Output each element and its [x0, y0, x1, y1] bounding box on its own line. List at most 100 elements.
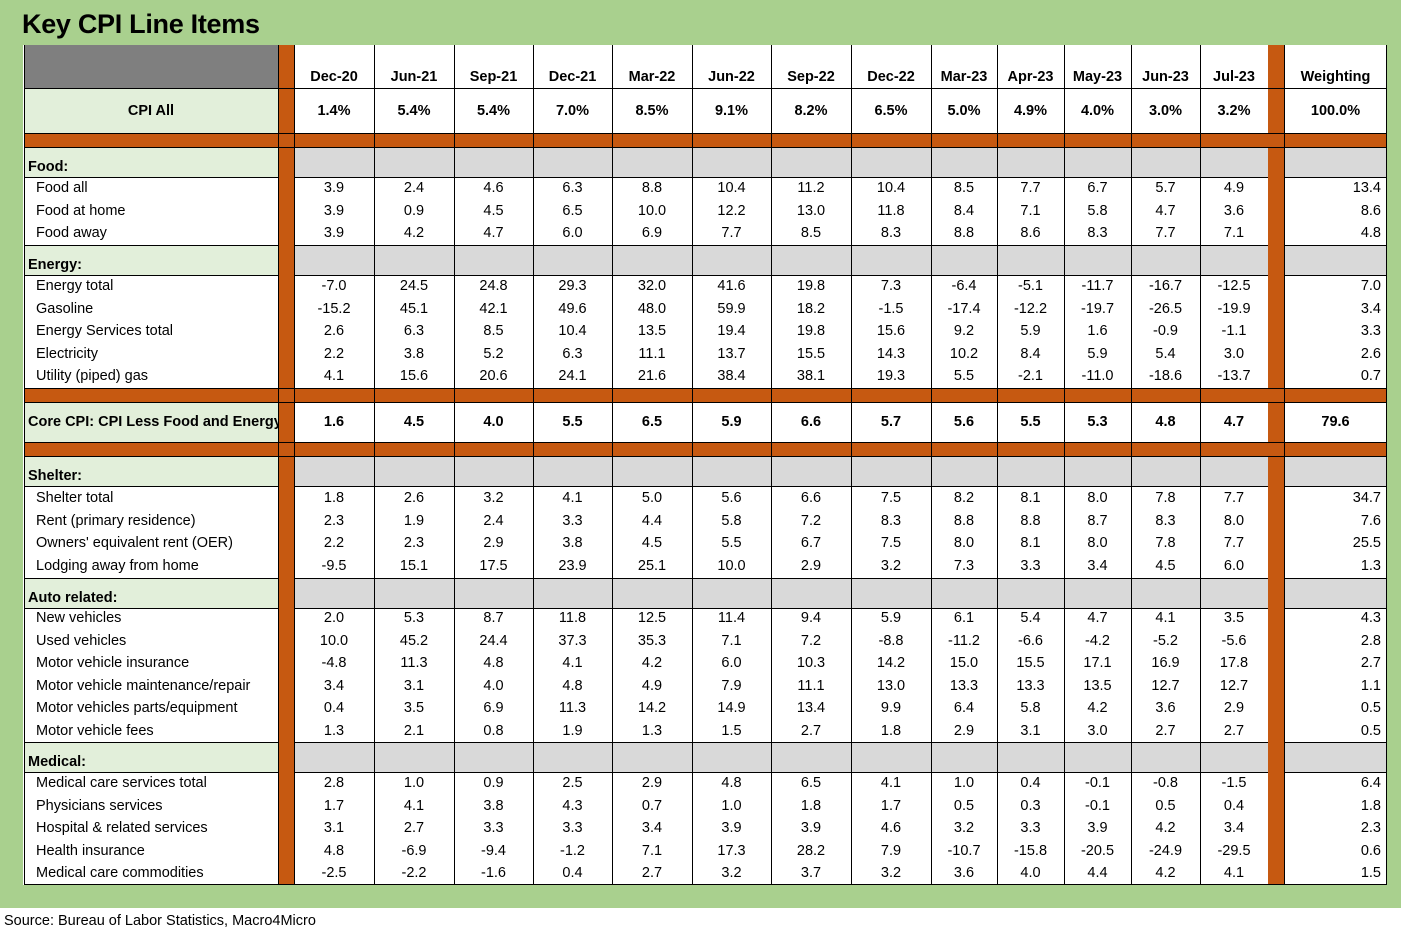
table-cell: 1.0 [403, 775, 425, 791]
table-cell: 5.0 [641, 490, 663, 506]
table-cell: -0.9 [1153, 323, 1178, 340]
table-cell: 5.7 [1155, 180, 1176, 196]
weight-cell: 2.3 [1360, 820, 1381, 837]
row-label: Energy total [36, 278, 114, 294]
table-cell: 4.6 [483, 180, 504, 196]
table-cell: 3.2 [880, 865, 902, 882]
table-cell: 6.6 [800, 490, 822, 506]
table-cell: -6.6 [1018, 632, 1043, 649]
row-label: Motor vehicle fees [36, 723, 154, 739]
table-cell: 1.7 [880, 797, 902, 814]
section-gray-band [294, 147, 1268, 177]
table-cell: 1.9 [403, 512, 425, 529]
grid-line [454, 45, 455, 885]
table-cell: -29.5 [1217, 842, 1251, 859]
cpi-all-value: 7.0% [555, 103, 590, 119]
table-cell: 5.8 [721, 512, 742, 529]
table-cell: 8.0 [953, 535, 975, 552]
table-cell: 42.1 [479, 300, 508, 317]
row-label: Medical care services total [36, 775, 207, 791]
table-cell: 8.1 [1020, 490, 1041, 506]
row-label: Lodging away from home [36, 557, 199, 574]
table-cell: 9.2 [953, 323, 975, 340]
table-cell: 45.1 [399, 300, 429, 317]
grid-line [1386, 45, 1387, 885]
table-cell: 19.8 [796, 278, 826, 294]
cpi-all-value: 8.5% [635, 103, 669, 119]
table-cell: 4.8 [562, 677, 583, 694]
section-label: Shelter: [28, 468, 82, 484]
weight-cell: 4.8 [1360, 225, 1381, 242]
section-gray-band [294, 456, 1268, 486]
table-cell: 4.5 [641, 535, 663, 552]
table-cell: 10.0 [717, 557, 746, 574]
table-cell: 5.4 [1155, 345, 1176, 362]
table-cell: -20.5 [1080, 842, 1115, 859]
table-cell: 5.5 [953, 368, 975, 385]
table-cell: -2.2 [401, 865, 427, 882]
row-label: Owners' equivalent rent (OER) [36, 535, 233, 552]
grid-line [997, 45, 998, 885]
table-cell: 4.2 [641, 655, 663, 672]
row-label: Shelter total [36, 490, 114, 506]
grid-line [24, 88, 1387, 89]
weight-cell: 7.0 [1360, 278, 1381, 294]
table-cell: 4.5 [483, 202, 504, 219]
source-note: Source: Bureau of Labor Statistics, Macr… [4, 913, 316, 929]
cpi-all-value: 3.2% [1217, 103, 1251, 119]
table-cell: 3.6 [1223, 202, 1245, 219]
table-cell: 8.3 [880, 225, 902, 242]
weight-cell: 1.1 [1360, 677, 1381, 694]
table-cell: 5.8 [1020, 700, 1041, 717]
table-cell: 4.6 [880, 820, 902, 837]
table-cell: 19.4 [717, 323, 746, 340]
section-gray-band [1284, 245, 1387, 275]
table-cell: 2.9 [953, 723, 975, 739]
table-cell: 6.1 [953, 610, 975, 626]
weight-cell: 0.7 [1360, 368, 1381, 385]
table-cell: 8.5 [483, 323, 504, 340]
table-cell: 11.8 [877, 202, 905, 219]
table-cell: -1.6 [481, 865, 506, 882]
row-label: Used vehicles [36, 632, 127, 649]
table-cell: -5.6 [1221, 632, 1247, 649]
table-cell: 13.5 [1083, 677, 1112, 694]
table-cell: 6.9 [483, 700, 504, 717]
table-cell: -12.5 [1217, 278, 1251, 294]
table-cell: 7.1 [721, 632, 742, 649]
table-cell: 4.1 [562, 490, 583, 506]
core-value: 4.7 [1223, 414, 1245, 430]
table-cell: 3.7 [800, 865, 822, 882]
table-cell: -17.4 [947, 300, 981, 317]
table-cell: 3.5 [403, 700, 425, 717]
table-cell: 7.9 [880, 842, 902, 859]
table-cell: 3.3 [562, 512, 583, 529]
table-cell: 8.4 [1020, 345, 1041, 362]
table-cell: 2.8 [323, 775, 345, 791]
core-value: 5.6 [953, 414, 975, 430]
row-label: Motor vehicle maintenance/repair [36, 677, 251, 694]
table-cell: 3.8 [562, 535, 583, 552]
grid-line [24, 442, 1387, 443]
table-cell: 17.1 [1083, 655, 1112, 672]
table-cell: 3.2 [483, 490, 504, 506]
table-cell: 3.3 [1020, 557, 1041, 574]
table-cell: 9.9 [880, 700, 902, 717]
section-gray-band [1284, 742, 1387, 772]
table-cell: 2.9 [800, 557, 822, 574]
table-cell: 6.9 [641, 225, 663, 242]
table-cell: 3.3 [483, 820, 504, 837]
table-cell: 8.4 [953, 202, 975, 219]
table-cell: 35.3 [637, 632, 667, 649]
table-cell: 3.4 [1223, 820, 1245, 837]
grid-line [24, 742, 1387, 743]
row-label: Rent (primary residence) [36, 512, 196, 529]
table-cell: -5.1 [1018, 278, 1043, 294]
table-cell: 38.1 [796, 368, 826, 385]
table-cell: -4.8 [321, 655, 347, 672]
table-cell: 6.7 [800, 535, 822, 552]
table-cell: -10.7 [947, 842, 981, 859]
table-cell: -0.1 [1085, 797, 1110, 814]
table-cell: 4.2 [1087, 700, 1108, 717]
table-cell: 4.0 [1020, 865, 1041, 882]
